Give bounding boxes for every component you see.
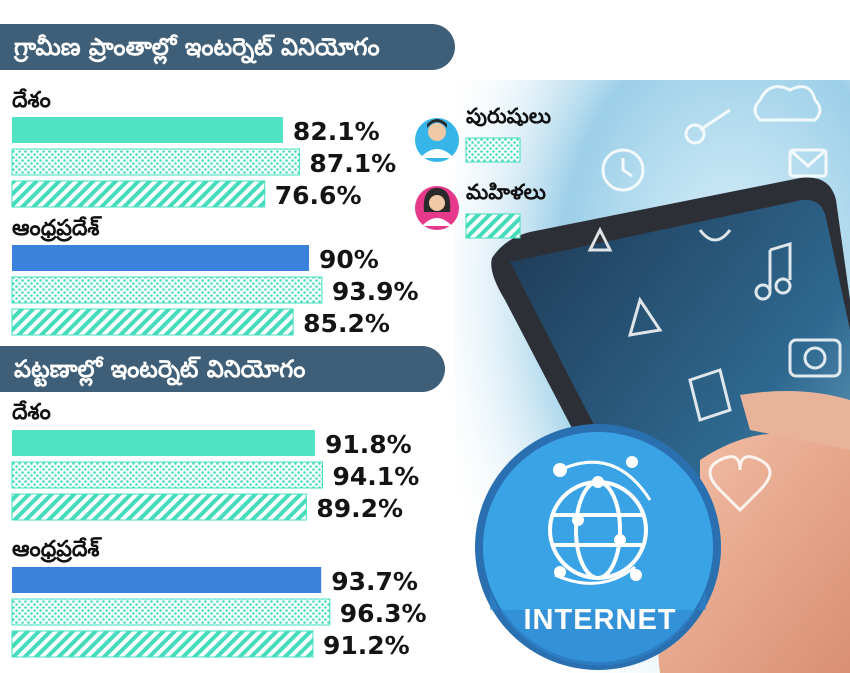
bar-urban-country-women bbox=[11, 493, 307, 521]
bar-rural-country-men bbox=[11, 148, 300, 176]
urban-ap-label: ఆంధ్రప్రదేశ్ bbox=[12, 537, 100, 562]
globe-network-icon bbox=[548, 460, 652, 585]
urban-section-banner: పట్టణాల్లో ఇంటర్నెట్ వినియోగం bbox=[0, 346, 445, 392]
cursor-icon bbox=[587, 226, 613, 252]
woman-icon bbox=[415, 186, 459, 230]
value-label-rural-ap-total: 90% bbox=[319, 245, 379, 274]
legend-women-label: మహిళలు bbox=[466, 180, 546, 204]
value-label-rural-country-women: 76.6% bbox=[275, 181, 362, 210]
camera-icon bbox=[788, 338, 842, 378]
key-icon bbox=[699, 108, 731, 132]
legend-men-swatch bbox=[465, 137, 521, 163]
bar-rural-country-total bbox=[12, 117, 283, 143]
value-label-rural-country-men: 87.1% bbox=[309, 149, 396, 178]
urban-section-title: పట్టణాల్లో ఇంటర్నెట్ వినియోగం bbox=[14, 355, 306, 383]
urban-country-label: దేశం bbox=[12, 400, 51, 425]
rural-section-banner: గ్రామీణ ప్రాంతాల్లో ఇంటర్నెట్ వినియోగం bbox=[0, 24, 455, 70]
value-label-urban-country-women: 89.2% bbox=[316, 494, 403, 523]
bar-urban-country-men bbox=[11, 461, 324, 489]
legend bbox=[415, 118, 521, 239]
heart-icon bbox=[708, 455, 772, 513]
cloud-icon bbox=[753, 85, 822, 122]
music-note-icon bbox=[768, 241, 792, 290]
value-label-urban-ap-total: 93.7% bbox=[331, 567, 418, 596]
value-label-urban-ap-women: 91.2% bbox=[323, 631, 410, 660]
legend-men-label: పురుషులు bbox=[466, 104, 552, 128]
bar-rural-country-women bbox=[11, 180, 266, 208]
bar-rural-ap-total bbox=[12, 245, 309, 271]
bar-urban-ap-men bbox=[11, 598, 331, 626]
tag-icon bbox=[688, 368, 732, 422]
bar-rural-ap-men bbox=[11, 276, 323, 304]
clock-icon bbox=[601, 148, 645, 192]
bar-urban-ap-total bbox=[12, 567, 322, 593]
mail-icon bbox=[788, 148, 828, 178]
man-icon bbox=[415, 118, 459, 162]
rural-ap-label: ఆంధ్రప్రదేశ్ bbox=[12, 216, 100, 241]
value-label-rural-ap-women: 85.2% bbox=[303, 309, 390, 338]
rural-country-label: దేశం bbox=[12, 88, 51, 113]
bar-urban-ap-women bbox=[11, 630, 314, 658]
internet-badge-label: INTERNET bbox=[523, 604, 677, 636]
legend-women-swatch bbox=[465, 213, 521, 239]
rural-section-title: గ్రామీణ ప్రాంతాల్లో ఇంటర్నెట్ వినియోగం bbox=[14, 33, 380, 61]
value-label-urban-country-men: 94.1% bbox=[333, 462, 420, 491]
bar-rural-ap-women bbox=[11, 308, 294, 336]
value-label-urban-ap-men: 96.3% bbox=[340, 599, 427, 628]
value-label-urban-country-total: 91.8% bbox=[325, 430, 412, 459]
bar-urban-country-total bbox=[12, 430, 315, 456]
value-label-rural-country-total: 82.1% bbox=[293, 117, 380, 146]
share-icon bbox=[627, 296, 663, 337]
value-label-rural-ap-men: 93.9% bbox=[332, 277, 419, 306]
